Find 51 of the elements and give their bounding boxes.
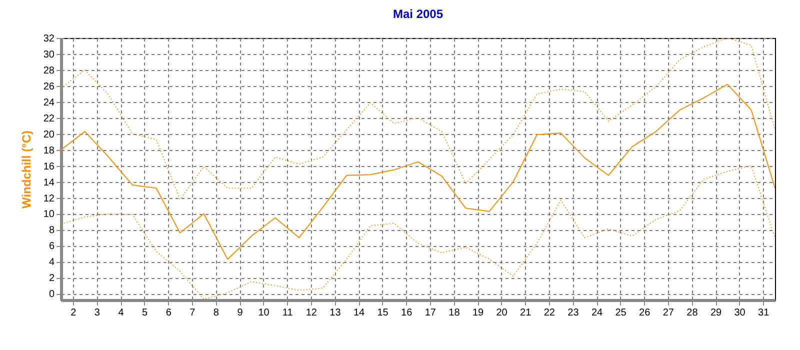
x-tick-label: 17 [424, 308, 436, 318]
line-series [61, 38, 775, 200]
x-tick-label: 25 [615, 308, 627, 318]
y-tick-label: 32 [43, 34, 55, 44]
x-tick-label: 19 [472, 308, 484, 318]
x-tick-label: 26 [639, 308, 651, 318]
y-tick-label: 20 [43, 129, 55, 140]
x-tick-label: 16 [401, 308, 413, 318]
y-tick-label: 0 [48, 289, 55, 300]
x-tick-label: 21 [520, 308, 532, 318]
chart-title: Mai 2005 [392, 7, 444, 21]
y-tick-label: 30 [43, 49, 55, 60]
y-axis-title: Windchill (°C) [19, 130, 34, 209]
x-tick-label: 13 [330, 308, 342, 318]
x-tick-label: 29 [710, 308, 722, 318]
x-tick-label: 23 [568, 308, 580, 318]
y-tick-label: 22 [43, 113, 55, 124]
y-tick-label: 14 [43, 177, 55, 188]
y-tick-label: 2 [48, 273, 55, 284]
y-tick-label: 28 [43, 65, 55, 76]
y-tick-label: 26 [43, 81, 55, 92]
x-tick-label: 7 [190, 308, 196, 318]
y-tick-label: 8 [48, 225, 55, 236]
x-tick-label: 14 [353, 308, 365, 318]
y-tick-label: 18 [43, 145, 55, 156]
y-tick-label: 12 [43, 193, 55, 204]
x-tick-label: 22 [544, 308, 556, 318]
y-tick-label: 10 [43, 209, 55, 220]
x-tick-label: 5 [142, 308, 148, 318]
x-tick-label: 12 [306, 308, 318, 318]
x-tick-label: 8 [213, 308, 220, 318]
x-tick-label: 10 [258, 308, 270, 318]
x-tick-label: 2 [70, 308, 77, 318]
x-tick-label: 30 [734, 308, 746, 318]
x-tick-label: 15 [377, 308, 389, 318]
x-tick-label: 28 [686, 308, 698, 318]
x-tick-label: 31 [758, 308, 770, 318]
x-tick-label: 24 [591, 308, 603, 318]
x-tick-label: 18 [448, 308, 460, 318]
y-tick-label: 24 [43, 97, 55, 108]
y-tick-label: 6 [48, 241, 55, 252]
x-tick-label: 6 [166, 308, 172, 318]
line-series [61, 84, 775, 260]
x-tick-label: 27 [662, 308, 674, 318]
x-tick-label: 9 [237, 308, 244, 318]
y-tick-label: 4 [48, 257, 55, 268]
x-tick-label: 20 [496, 308, 508, 318]
x-tick-label: 3 [94, 308, 100, 318]
x-tick-label: 4 [118, 308, 124, 318]
y-tick-label: 16 [43, 161, 55, 172]
x-tick-label: 11 [282, 308, 294, 318]
